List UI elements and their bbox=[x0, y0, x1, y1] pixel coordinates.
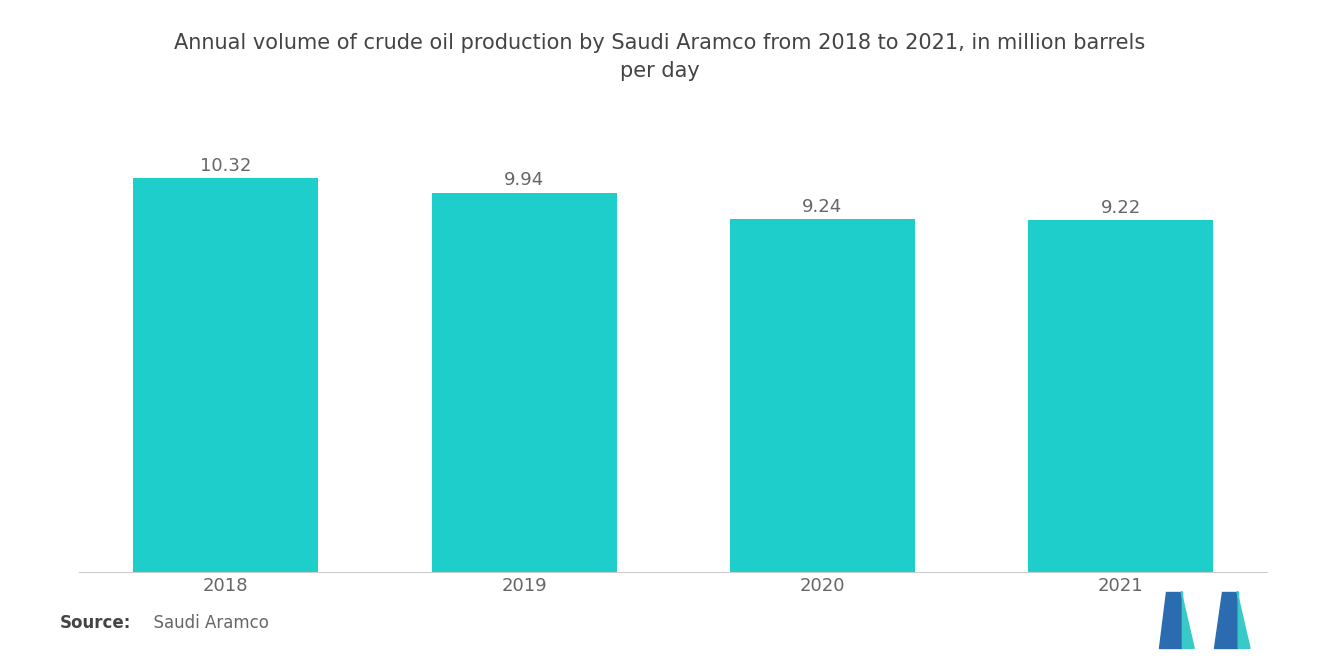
Text: 9.22: 9.22 bbox=[1101, 199, 1140, 217]
Polygon shape bbox=[1214, 592, 1238, 648]
Text: 9.94: 9.94 bbox=[504, 172, 544, 190]
Bar bbox=[133, 178, 318, 572]
Bar bbox=[1028, 220, 1213, 572]
Bar bbox=[432, 193, 616, 572]
Polygon shape bbox=[1159, 592, 1183, 648]
Text: Saudi Aramco: Saudi Aramco bbox=[143, 614, 268, 632]
Text: Annual volume of crude oil production by Saudi Aramco from 2018 to 2021, in mill: Annual volume of crude oil production by… bbox=[174, 33, 1146, 81]
Text: 9.24: 9.24 bbox=[803, 198, 842, 216]
Polygon shape bbox=[1181, 592, 1195, 648]
Text: 10.32: 10.32 bbox=[201, 157, 251, 175]
Bar bbox=[730, 219, 915, 572]
Polygon shape bbox=[1237, 592, 1250, 648]
Text: Source:: Source: bbox=[59, 614, 131, 632]
